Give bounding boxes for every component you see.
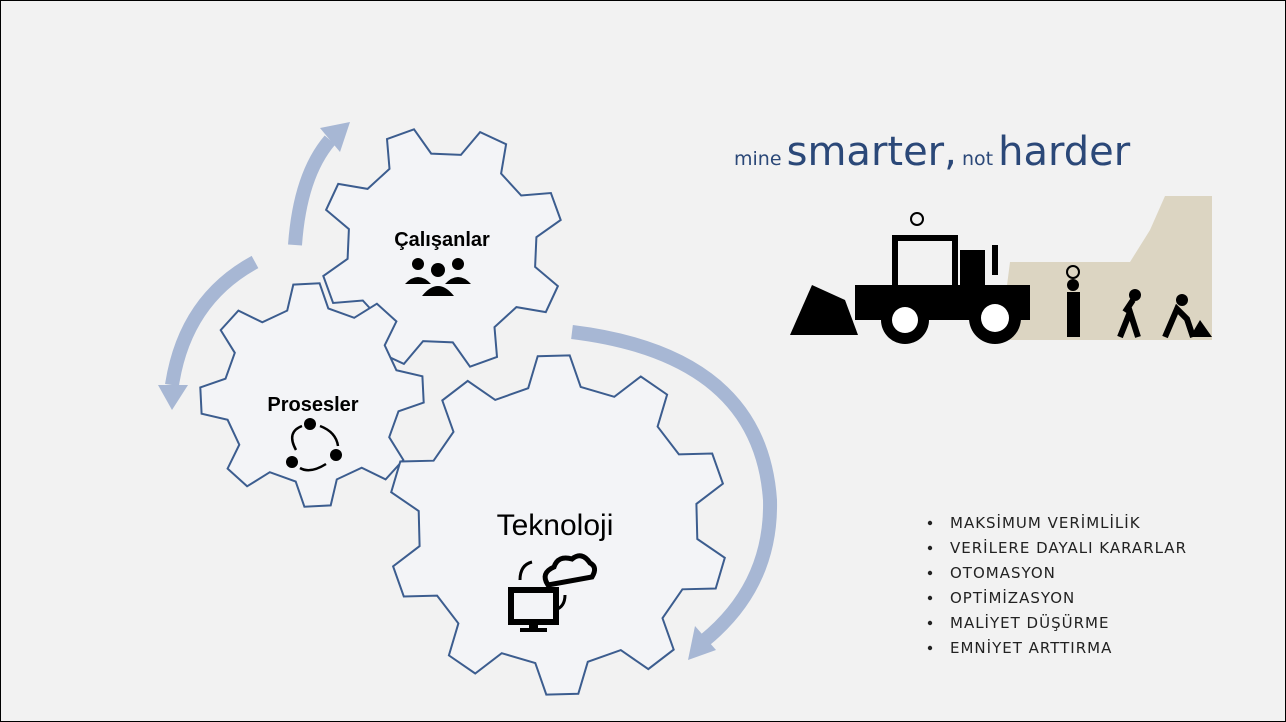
- slogan-small: not: [962, 148, 993, 170]
- bullet-dot: [927, 595, 933, 601]
- bullet-dot: [927, 570, 933, 576]
- bullet-dot: [927, 620, 933, 626]
- gear: [390, 354, 726, 696]
- bullet-dot: [927, 545, 933, 551]
- bullet-text: VERİLERE DAYALI KARARLAR: [950, 538, 1187, 557]
- bullet-text: EMNİYET ARTTIRMA: [950, 638, 1112, 657]
- slogan: mine smarter, not harder: [734, 129, 1131, 175]
- slogan-large: harder: [998, 129, 1131, 175]
- slogan-small: mine: [734, 148, 782, 170]
- gear: [322, 128, 562, 368]
- arrow: [288, 135, 336, 246]
- arrow: [571, 325, 778, 646]
- bullet-dot: [927, 645, 933, 651]
- arrow-head: [158, 385, 188, 410]
- arrow-head: [320, 122, 350, 152]
- bullet-text: OPTİMİZASYON: [950, 588, 1075, 607]
- bullet-text: MALİYET DÜŞÜRME: [950, 613, 1109, 632]
- gear-label: Çalışanlar: [394, 229, 490, 251]
- cycle-icon: [286, 418, 342, 472]
- people-icon: [405, 258, 471, 296]
- bullet-text: MAKSİMUM VERİMLİLİK: [950, 513, 1141, 532]
- slogan-large: smarter,: [787, 129, 957, 175]
- arrow: [165, 255, 259, 387]
- bullet-text: OTOMASYON: [950, 564, 1056, 582]
- arrow-head: [688, 626, 716, 660]
- gear: [199, 282, 425, 508]
- gear-label: Teknoloji: [497, 509, 614, 542]
- tech-icon: [508, 553, 598, 632]
- gear-label: Prosesler: [267, 394, 358, 416]
- bullet-dot: [927, 520, 933, 526]
- mining-illustration: [790, 196, 1212, 344]
